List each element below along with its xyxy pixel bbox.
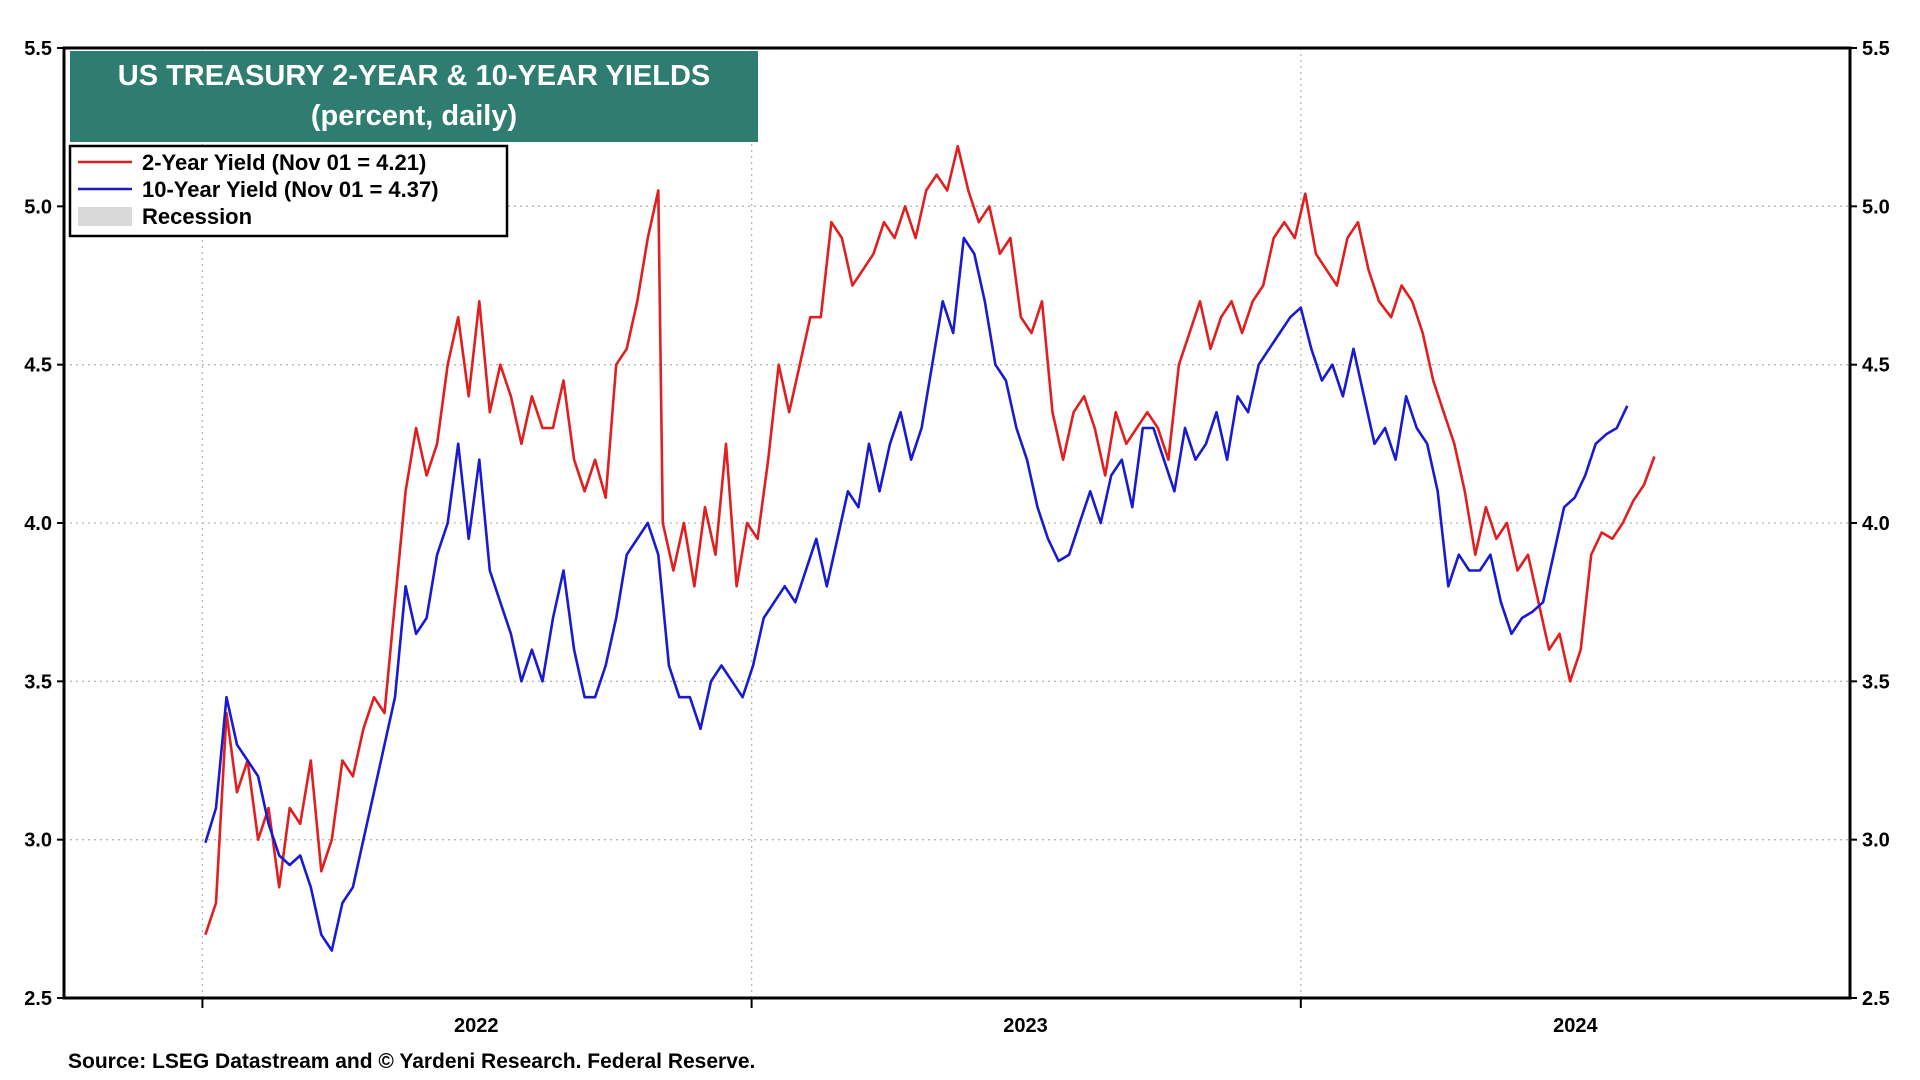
y-tick-label: 5.5 [24,38,52,60]
y-tick-label-right: 3.5 [1862,671,1890,693]
y-tick-label: 4.5 [24,355,52,377]
legend-swatch-recession [78,207,132,226]
y-tick-label: 2.5 [24,988,52,1010]
legend: 2-Year Yield (Nov 01 = 4.21) 10-Year Yie… [68,144,509,238]
source-note: Source: LSEG Datastream and © Yardeni Re… [68,1050,755,1073]
y-axis-left-ticks: 2.5 3.0 3.5 4.0 4.5 5.0 5.5 [24,38,64,1010]
x-tick-label: 2023 [1003,1015,1048,1037]
x-axis-ticks: 2022 2023 2024 [201,998,1599,1037]
y-tick-label-right: 2.5 [1862,988,1890,1010]
chart-title: US TREASURY 2-YEAR & 10-YEAR YIELDS [118,60,711,92]
title-box: US TREASURY 2-YEAR & 10-YEAR YIELDS (per… [70,51,758,142]
title-background [70,51,758,142]
plot-frame [62,46,1852,1000]
chart-subtitle: (percent, daily) [311,100,517,132]
legend-label-2-year: 2-Year Yield (Nov 01 = 4.21) [142,150,426,175]
x-tick-label: 2024 [1553,1015,1598,1037]
grid-lines [64,48,1850,998]
y-axis-right-ticks: 2.5 3.0 3.5 4.0 4.5 5.0 5.5 [1850,38,1890,1010]
y-tick-label-right: 4.0 [1862,513,1890,535]
y-tick-label-right: 5.0 [1862,196,1890,218]
y-tick-label-right: 3.0 [1862,830,1890,852]
y-tick-label: 4.0 [24,513,52,535]
series-lines [204,144,1656,952]
y-tick-label: 5.0 [24,196,52,218]
y-tick-label-right: 5.5 [1862,38,1890,60]
y-tick-label-right: 4.5 [1862,355,1890,377]
x-tick-label: 2022 [454,1015,499,1037]
series-10-year-line [204,236,1629,952]
y-tick-label: 3.0 [24,830,52,852]
legend-frame [68,144,509,238]
legend-label-10-year: 10-Year Yield (Nov 01 = 4.37) [142,177,439,202]
series-2-year-line [204,144,1656,936]
legend-label-recession: Recession [142,204,252,229]
y-tick-label: 3.5 [24,671,52,693]
